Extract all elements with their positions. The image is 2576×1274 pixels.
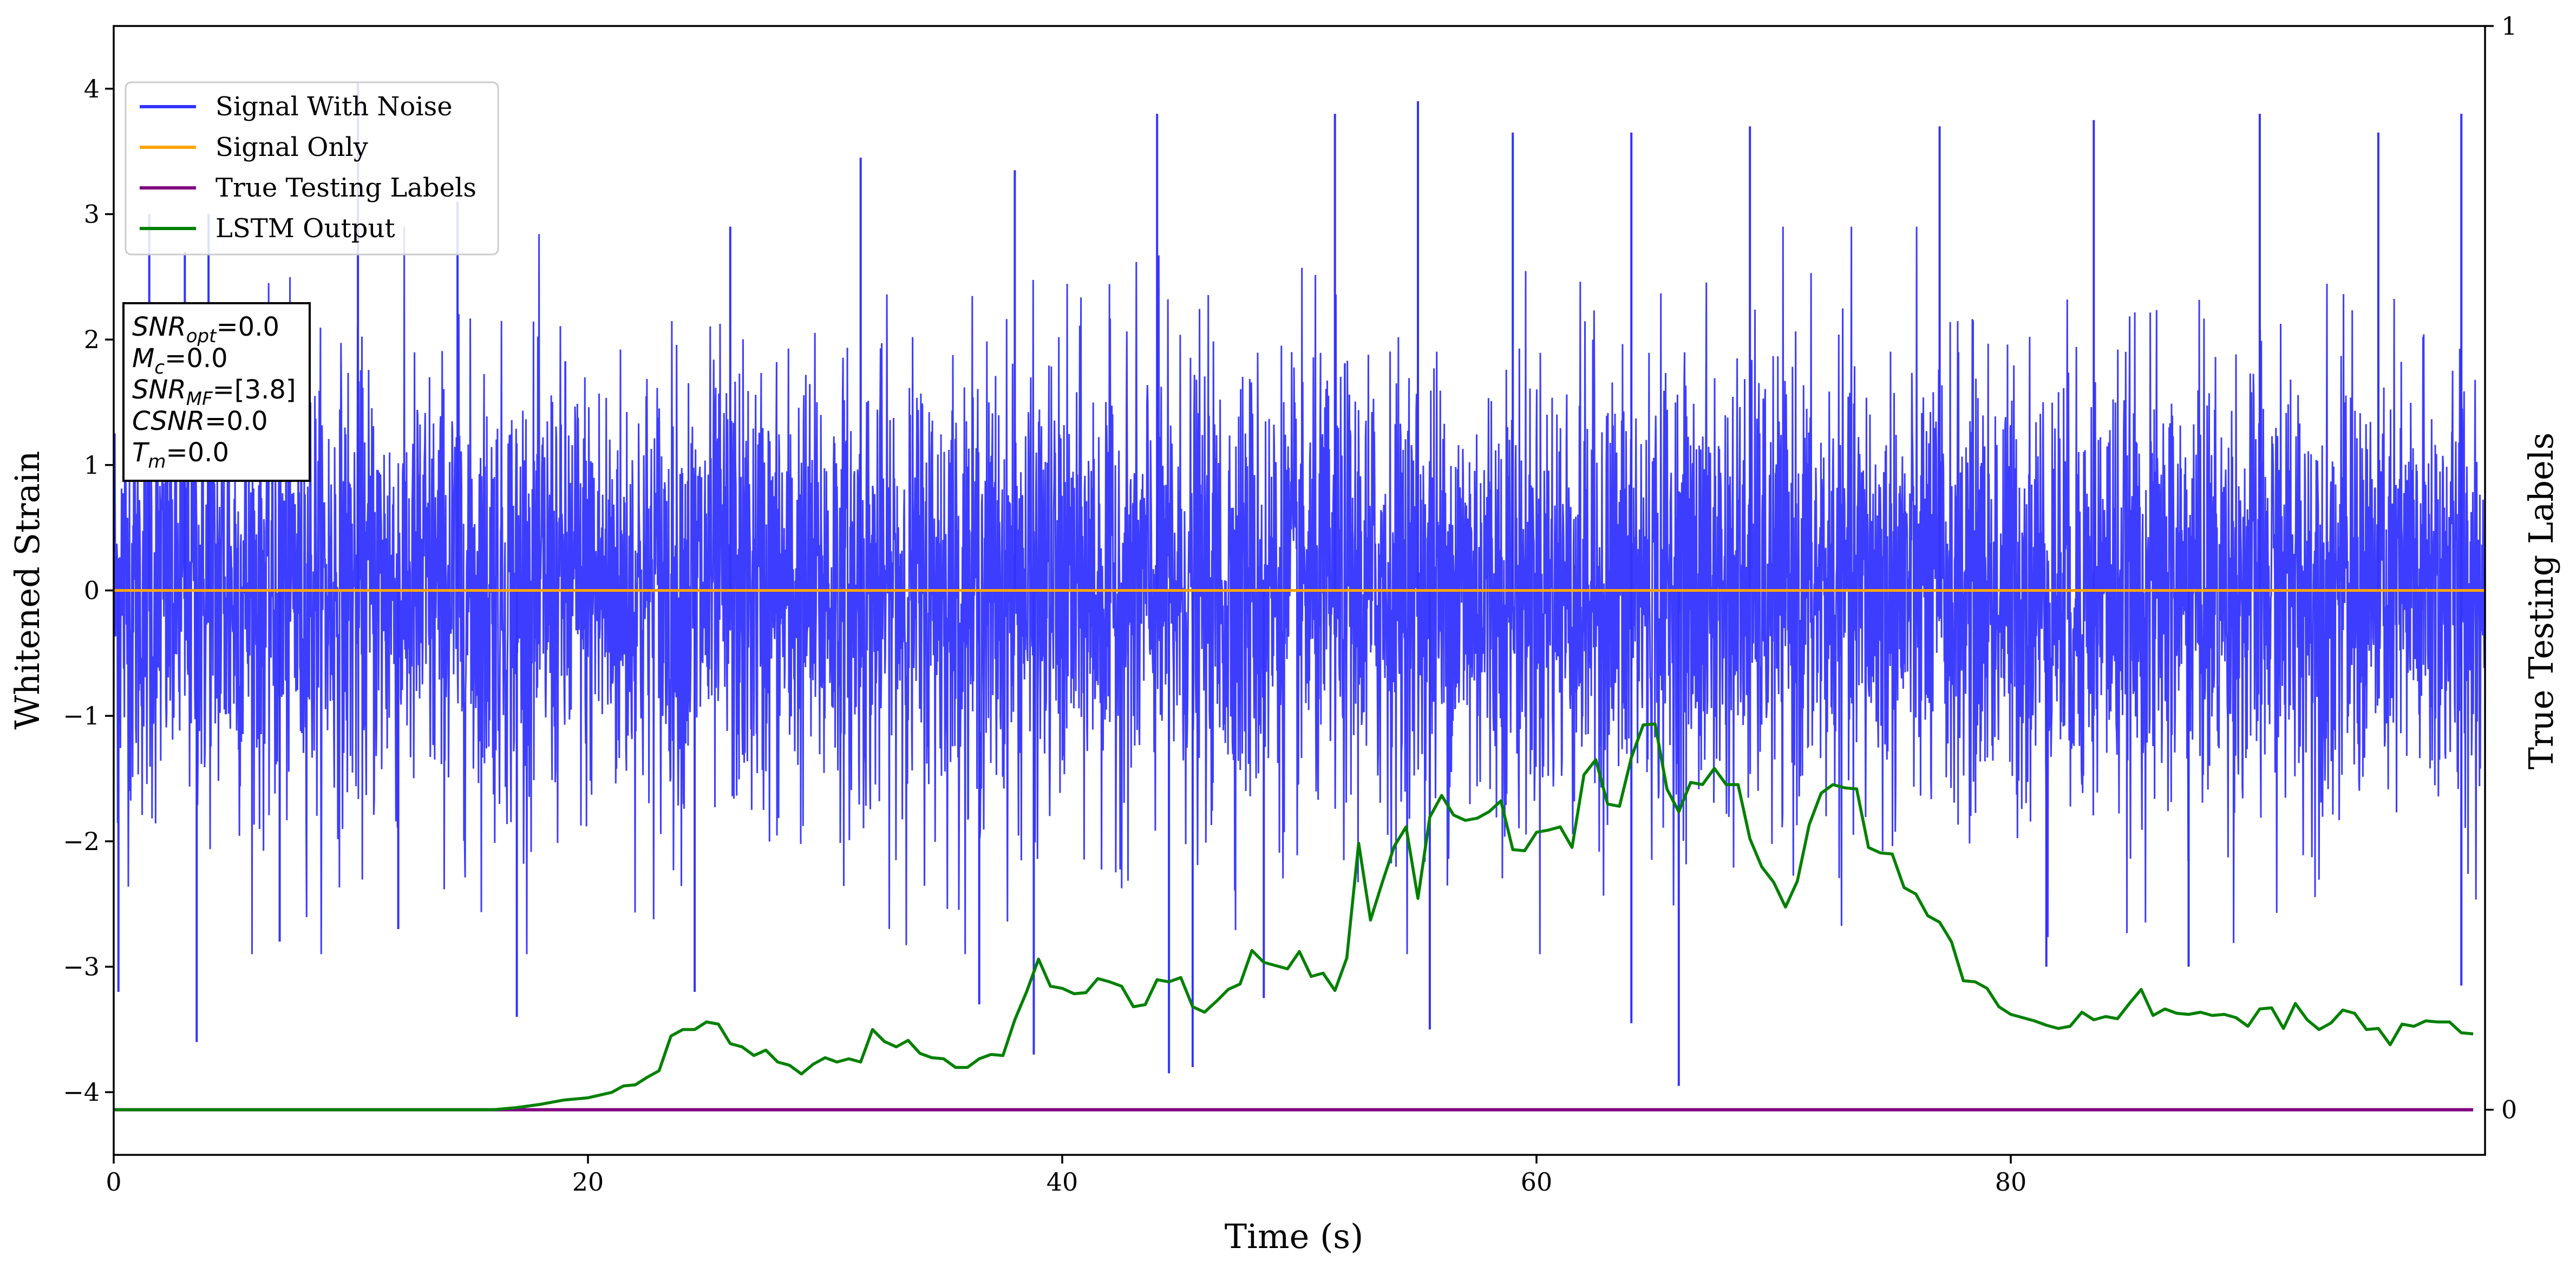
- y-tick-label: 2: [84, 325, 100, 354]
- legend-label: LSTM Output: [215, 213, 395, 244]
- x-tick-label: 20: [572, 1167, 604, 1197]
- y-tick-label: −2: [63, 827, 100, 856]
- info-box-frame: [122, 302, 311, 482]
- y-tick-label: −4: [63, 1077, 100, 1107]
- legend-label: Signal With Noise: [215, 92, 453, 122]
- legend-label: Signal Only: [215, 132, 368, 162]
- legend-label: True Testing Labels: [215, 173, 476, 203]
- y-tick-label: −1: [63, 701, 100, 730]
- x-tick-label: 40: [1047, 1167, 1078, 1197]
- legend-box: [125, 81, 499, 256]
- info-line: SNRMF=[3.8]: [132, 375, 296, 410]
- series-lines: [114, 589, 2485, 1112]
- x-axis-label: Time (s): [1225, 1217, 1364, 1256]
- y-axis-right-label: True Testing Labels: [2521, 433, 2561, 770]
- y-tick-label: 1: [84, 450, 100, 480]
- info-line: CSNR=0.0: [132, 406, 268, 436]
- lstm-output-line: [114, 722, 2474, 1112]
- info-line: Tm=0.0: [132, 437, 229, 473]
- noise-trace: [113, 226, 2486, 955]
- axis-ticks: 0 20 40 60 80 4 3 2 1 0 −1 −2 −3 −4 1 0: [63, 11, 2517, 1197]
- y-tick-label: 0: [84, 576, 100, 605]
- x-tick-label: 60: [1521, 1167, 1553, 1197]
- legend: Signal With Noise Signal Only True Testing…: [125, 81, 499, 256]
- y-tick-label: 4: [84, 74, 100, 103]
- info-box: SNRopt=0.0Mc=0.0SNRMF=[3.8]CSNR=0.0Tm=0.…: [122, 302, 311, 482]
- y-axis-label: Whitened Strain: [8, 451, 47, 730]
- info-line: Mc=0.0: [132, 343, 228, 378]
- info-line: SNRopt=0.0: [132, 312, 279, 347]
- signal-with-noise-series: [113, 82, 2486, 1086]
- x-tick-label: 0: [106, 1167, 121, 1197]
- y-tick-label: −3: [63, 952, 100, 982]
- y-right-tick-label: 0: [2501, 1095, 2517, 1125]
- y-right-tick-label: 1: [2501, 11, 2517, 41]
- x-tick-label: 80: [1995, 1167, 2027, 1197]
- y-tick-label: 3: [84, 200, 100, 229]
